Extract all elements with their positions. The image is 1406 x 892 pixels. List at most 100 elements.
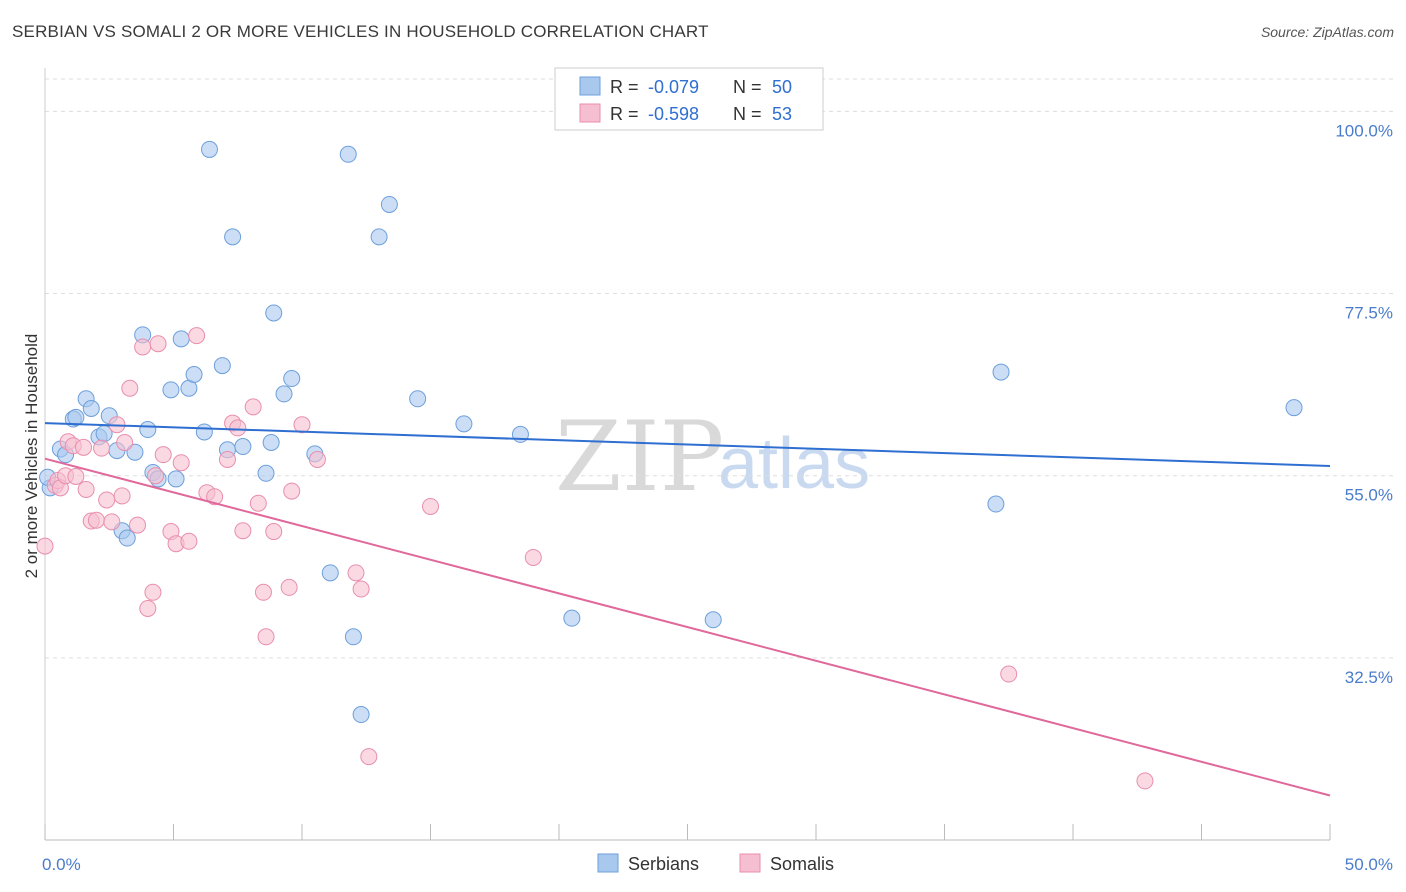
- serbian-point: [321, 564, 339, 582]
- serbian-point: [1285, 399, 1303, 417]
- legend-swatch-somalis: [739, 853, 761, 873]
- y-tick-label: 77.5%: [1345, 304, 1393, 323]
- somali-point: [113, 487, 131, 505]
- serbian-point: [352, 706, 370, 724]
- serbian-point: [339, 145, 357, 163]
- somali-point: [229, 419, 247, 437]
- legend-swatch-serbians: [597, 853, 619, 873]
- somali-point: [93, 439, 111, 457]
- somali-point: [1000, 665, 1018, 683]
- serbian-point: [262, 433, 280, 451]
- somali-point: [116, 433, 134, 451]
- somali-point: [308, 451, 326, 468]
- series-somalis: [36, 327, 1154, 790]
- serbian-point: [200, 140, 218, 158]
- bottom-legend: Serbians Somalis: [597, 853, 834, 874]
- somali-point: [121, 379, 139, 397]
- serbian-point: [370, 228, 388, 246]
- y-tick-label: 32.5%: [1345, 668, 1393, 687]
- somali-point: [265, 523, 283, 541]
- legend-label-somalis: Somalis: [770, 854, 834, 874]
- chart-title: SERBIAN VS SOMALI 2 OR MORE VEHICLES IN …: [12, 22, 709, 41]
- serbian-point: [162, 381, 180, 399]
- watermark-atlas: atlas: [718, 424, 870, 504]
- stats-n-label-somalis: N =: [733, 104, 762, 124]
- somali-point: [347, 564, 365, 582]
- serbian-point: [172, 330, 190, 348]
- somali-point: [87, 511, 105, 529]
- serbian-point: [283, 370, 301, 388]
- serbian-point: [139, 421, 157, 439]
- somali-point: [1136, 772, 1154, 790]
- stats-swatch-serbians: [579, 76, 601, 96]
- serbian-point: [195, 423, 213, 441]
- series-serbians: [39, 140, 1303, 724]
- serbian-point: [213, 357, 231, 375]
- watermark-zip: ZIP: [555, 401, 724, 513]
- somali-point: [139, 599, 157, 617]
- serbian-point: [455, 415, 473, 433]
- stats-n-value-serbians: 50: [772, 77, 792, 97]
- somali-point: [77, 480, 95, 498]
- somali-point: [244, 398, 262, 416]
- serbian-point: [992, 363, 1010, 381]
- serbian-point: [275, 385, 293, 403]
- somali-point: [280, 578, 298, 596]
- somali-point: [283, 482, 301, 500]
- somali-point: [36, 537, 54, 555]
- somali-point: [206, 488, 224, 506]
- somali-point: [234, 522, 252, 540]
- stats-swatch-somalis: [579, 103, 601, 123]
- trend-lines: [44, 422, 1331, 797]
- somali-point: [218, 451, 236, 468]
- y-tick-label: 100.0%: [1335, 121, 1393, 140]
- stats-r-label-serbians: R =: [610, 77, 639, 97]
- somali-point: [360, 748, 378, 766]
- somali-point: [154, 446, 172, 464]
- somali-point: [75, 438, 93, 456]
- serbian-point: [344, 628, 362, 646]
- serbian-point: [167, 470, 185, 488]
- x-tick-label: 50.0%: [1345, 855, 1393, 874]
- y-tick-label: 55.0%: [1345, 486, 1393, 505]
- trend-line-serbians: [44, 422, 1331, 467]
- somali-point: [422, 497, 439, 515]
- somali-point: [129, 516, 147, 534]
- somali-point: [293, 416, 311, 434]
- stats-legend: R = -0.079 N = 50 R = -0.598 N = 53: [554, 67, 824, 131]
- stats-r-value-somalis: -0.598: [648, 104, 699, 124]
- serbian-point: [987, 495, 1005, 513]
- watermark: ZIP atlas: [555, 401, 870, 513]
- somali-point: [257, 628, 275, 646]
- somali-point: [180, 532, 198, 550]
- serbian-point: [185, 365, 203, 383]
- somali-point: [172, 454, 190, 472]
- source-label: Source: ZipAtlas.com: [1260, 24, 1394, 40]
- stats-n-value-somalis: 53: [772, 104, 792, 124]
- serbian-point: [257, 464, 275, 482]
- somali-point: [144, 583, 162, 601]
- serbian-point: [704, 611, 722, 629]
- x-tick-label: 0.0%: [42, 855, 81, 874]
- somali-point: [352, 580, 370, 598]
- y-axis-label: 2 or more Vehicles in Household: [22, 334, 41, 579]
- legend-label-serbians: Serbians: [628, 854, 699, 874]
- serbian-point: [82, 399, 100, 417]
- stats-n-label-serbians: N =: [733, 77, 762, 97]
- serbian-point: [265, 304, 283, 322]
- somali-point: [149, 335, 167, 353]
- somali-point: [67, 468, 85, 486]
- serbian-point: [224, 228, 242, 246]
- somali-point: [103, 513, 121, 531]
- stats-r-value-serbians: -0.079: [648, 77, 699, 97]
- somali-point: [134, 338, 152, 356]
- somali-point: [147, 467, 165, 485]
- somali-point: [524, 548, 542, 566]
- serbian-point: [67, 408, 85, 426]
- serbian-point: [380, 195, 398, 213]
- somali-point: [188, 327, 206, 345]
- trend-line-somalis: [44, 457, 1331, 797]
- serbian-point: [118, 529, 136, 547]
- serbian-point: [234, 438, 252, 456]
